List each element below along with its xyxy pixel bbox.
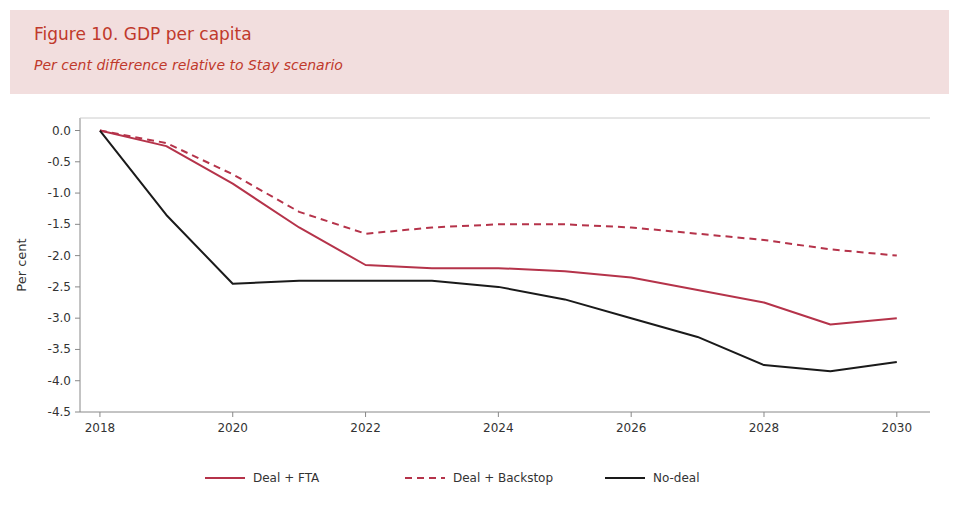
y-tick: [75, 412, 80, 413]
y-tick-label: -3.0: [48, 311, 71, 325]
x-tick: [763, 412, 764, 417]
y-tick-label: -2.0: [48, 249, 71, 263]
y-tick: [75, 318, 80, 319]
lines: [100, 131, 897, 372]
legend-label: Deal + FTA: [253, 471, 320, 485]
legend: Deal + FTA Deal + Backstop No-deal: [205, 471, 700, 485]
legend-swatch: [605, 477, 645, 479]
x-tick: [99, 412, 100, 417]
x-tick: [365, 412, 366, 417]
y-tick-label: -1.0: [48, 186, 71, 200]
x-tick: [232, 412, 233, 417]
y-tick: [75, 349, 80, 350]
y-tick: [75, 193, 80, 194]
y-tick: [75, 380, 80, 381]
subtitle: Per cent difference relative to Stay sce…: [34, 57, 343, 73]
series-line: [100, 131, 897, 372]
x-tick-label: 2022: [350, 421, 381, 435]
y-tick: [75, 224, 80, 225]
legend-swatch: [205, 477, 245, 479]
y-tick-label: -0.5: [48, 155, 71, 169]
chart: Figure 10. GDP per capita Per cent differ…: [0, 0, 959, 528]
y-tick: [75, 130, 80, 131]
title-band: [10, 10, 949, 94]
x-tick-label: 2020: [217, 421, 248, 435]
y-tick-label: -1.5: [48, 217, 71, 231]
top-frame-line: [80, 118, 930, 119]
legend-swatch: [405, 477, 445, 479]
x-tick-label: 2018: [85, 421, 116, 435]
x-tick-label: 2028: [749, 421, 780, 435]
legend-label: No-deal: [653, 471, 700, 485]
y-tick-label: -3.5: [48, 342, 71, 356]
y-tick-label: -2.5: [48, 280, 71, 294]
x-axis-line: [80, 412, 930, 413]
y-tick: [75, 255, 80, 256]
y-tick-label: -4.0: [48, 374, 71, 388]
title: Figure 10. GDP per capita: [34, 24, 252, 44]
y-axis-label: Per cent: [14, 238, 29, 291]
series-line: [100, 131, 897, 325]
series-line: [100, 131, 897, 256]
x-tick-label: 2026: [616, 421, 647, 435]
y-tick: [75, 286, 80, 287]
legend-label: Deal + Backstop: [453, 471, 553, 485]
x-tick-label: 2024: [483, 421, 514, 435]
x-tick: [631, 412, 632, 417]
x-tick: [896, 412, 897, 417]
y-tick-label: 0.0: [52, 124, 71, 138]
x-tick-label: 2030: [882, 421, 913, 435]
y-tick-label: -4.5: [48, 405, 71, 419]
x-tick: [498, 412, 499, 417]
y-tick: [75, 161, 80, 162]
